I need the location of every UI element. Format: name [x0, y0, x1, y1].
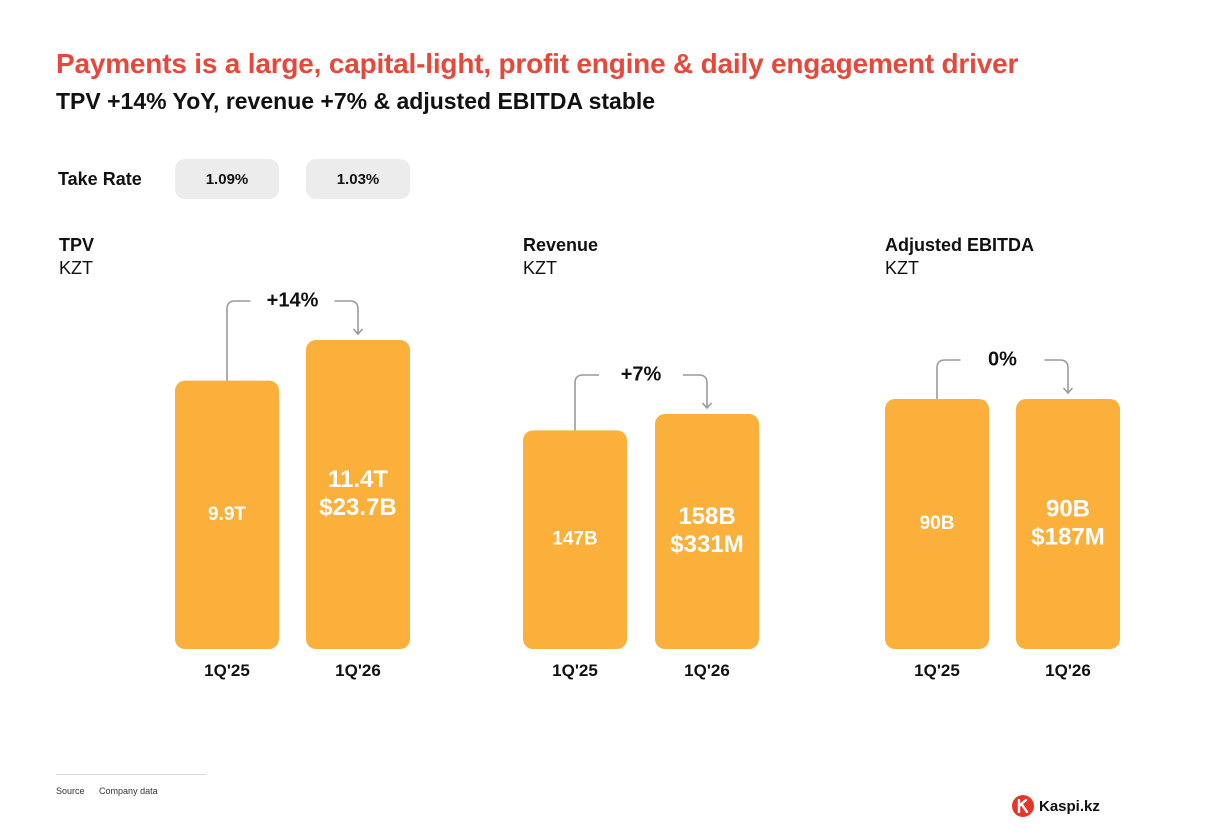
revenue-change-label: +7% [621, 363, 662, 385]
revenue-connector-right [683, 374, 708, 408]
source-label: Source [56, 786, 85, 796]
revenue-bar-1-label-1: 147B [552, 529, 597, 550]
ebitda-bar-1-label-1: 90B [920, 513, 955, 534]
revenue-arrow-down-icon [701, 402, 713, 410]
ebitda-bar-2-label-1: 90B [1046, 495, 1090, 522]
revenue-chart-unit: KZT [523, 258, 557, 278]
source-note: Source Company data [56, 786, 158, 796]
kaspi-logo-icon [1012, 795, 1034, 817]
revenue-bar-1 [523, 430, 627, 649]
tpv-category-label-2: 1Q'26 [335, 661, 381, 680]
take-rate-value-1q26: 1.03% [306, 159, 410, 199]
revenue-bar-2 [655, 414, 759, 649]
tpv-bar-2 [306, 340, 410, 649]
ebitda-bar-2 [1016, 399, 1120, 649]
ebitda-connector-right [1044, 359, 1069, 393]
take-rate-value-1q25: 1.09% [175, 159, 279, 199]
tpv-arrow-down-icon [352, 328, 364, 336]
footer-divider [56, 774, 206, 775]
ebitda-connector-left [936, 359, 961, 399]
page-title: Payments is a large, capital-light, prof… [56, 48, 1019, 79]
revenue-category-label-1: 1Q'25 [552, 661, 598, 680]
ebitda-change-label: 0% [988, 348, 1017, 370]
ebitda-chart-title: Adjusted EBITDA [885, 235, 1035, 255]
tpv-chart-title: TPV [59, 235, 95, 255]
ebitda-category-label-2: 1Q'26 [1045, 661, 1091, 680]
tpv-category-label-1: 1Q'25 [204, 661, 250, 680]
take-rate-label: Take Rate [58, 169, 142, 189]
ebitda-bar-1 [885, 399, 989, 649]
tpv-bar-1-label-1: 9.9T [208, 504, 246, 525]
ebitda-chart-unit: KZT [885, 258, 919, 278]
tpv-bar-2-label-2: $23.7B [319, 494, 396, 521]
revenue-bar-2-label-1: 158B [678, 503, 735, 530]
ebitda-arrow-down-icon [1062, 387, 1074, 395]
kaspi-logo-text: Kaspi.kz [1039, 797, 1100, 815]
revenue-bar-2-label-2: $331M [670, 531, 743, 558]
revenue-category-label-2: 1Q'26 [684, 661, 730, 680]
source-value: Company data [99, 786, 158, 796]
tpv-chart-unit: KZT [59, 258, 93, 278]
page-subtitle: TPV +14% YoY, revenue +7% & adjusted EBI… [56, 88, 656, 114]
ebitda-bar-2-label-2: $187M [1031, 523, 1104, 550]
revenue-chart-title: Revenue [523, 235, 599, 255]
kaspi-logo: Kaspi.kz [1012, 795, 1100, 817]
tpv-bar-1 [175, 380, 279, 649]
tpv-bar-2-label-1: 11.4T [328, 466, 388, 493]
tpv-connector-right [334, 300, 359, 334]
tpv-connector-left [226, 300, 251, 381]
revenue-connector-left [574, 374, 599, 431]
tpv-change-label: +14% [267, 289, 319, 311]
ebitda-category-label-1: 1Q'25 [914, 661, 960, 680]
